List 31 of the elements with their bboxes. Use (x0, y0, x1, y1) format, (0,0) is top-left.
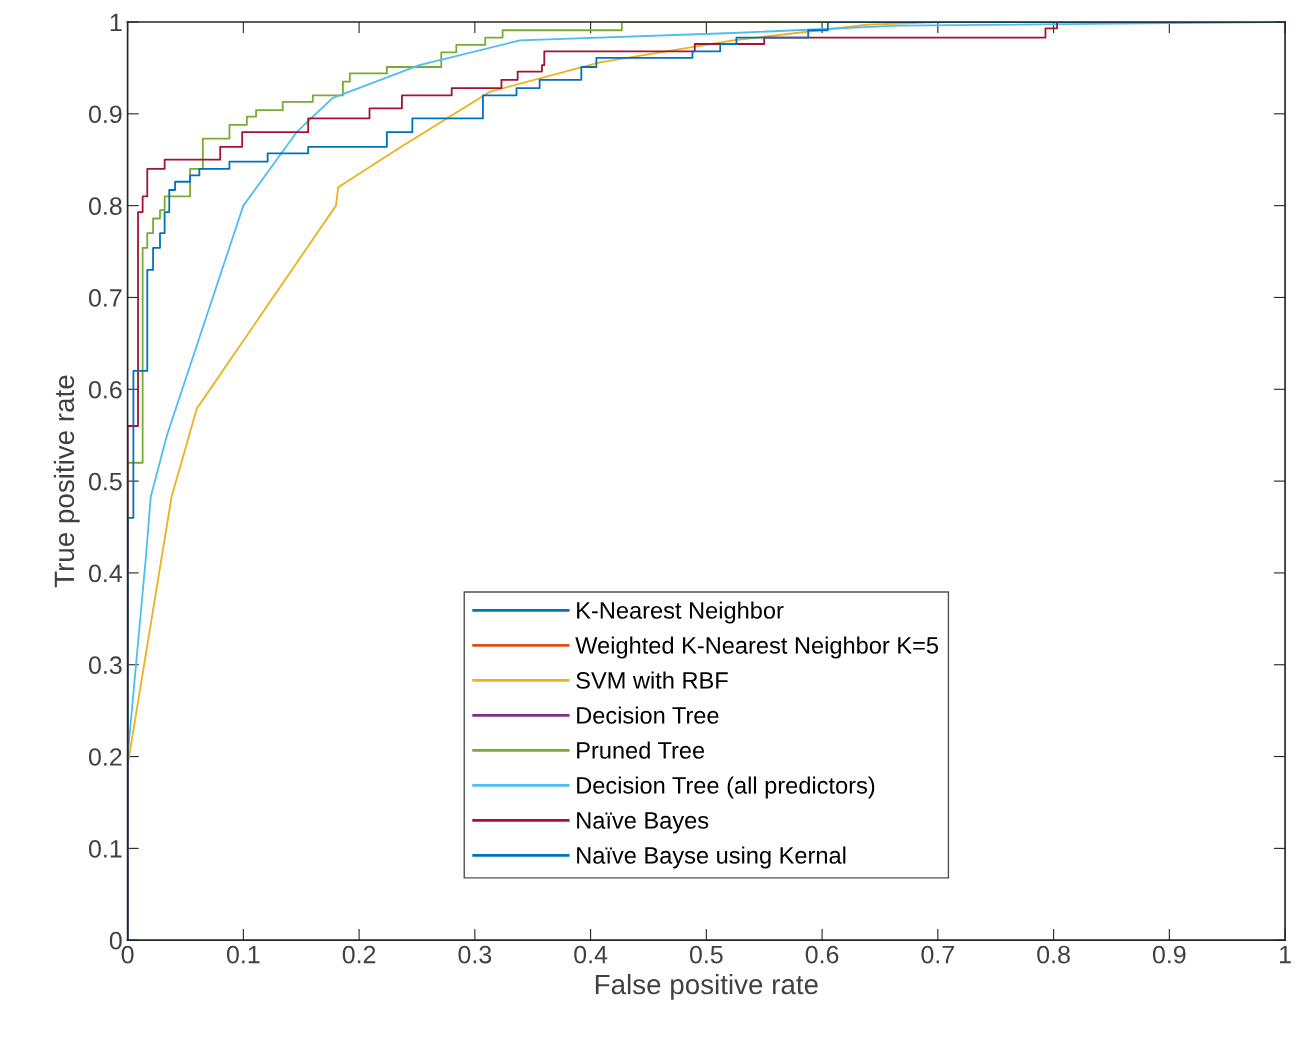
legend-label: Weighted K-Nearest Neighbor K=5 (575, 636, 939, 659)
y-tick-label: 0.7 (88, 289, 122, 307)
y-tick-label: 0.9 (88, 105, 122, 124)
x-tick-label: 0.3 (458, 945, 492, 964)
y-tick-label: 0.1 (88, 839, 122, 858)
y-axis-title: True positive rate (53, 375, 80, 588)
y-tick-label: 0.8 (88, 197, 122, 215)
legend-label: SVM with RBF (576, 671, 728, 689)
x-tick-label: 0.2 (342, 945, 376, 964)
legend-label: Naïve Bayes (577, 812, 709, 834)
legend-label: K-Nearest Neighbor (577, 601, 784, 624)
y-tick-label: 0.5 (88, 472, 122, 491)
y-tick-label: 0.3 (88, 656, 122, 675)
x-tick-label: 1 (1280, 945, 1291, 964)
y-tick-label: 0 (109, 931, 122, 950)
x-axis-title: False positive rate (595, 973, 818, 1000)
x-tick-label: 0.8 (1037, 945, 1070, 964)
y-tick-label: 0.4 (88, 564, 123, 583)
x-tick-label: 0.4 (574, 945, 608, 964)
y-tick-label: 1 (110, 13, 122, 32)
x-tick-label: 0.5 (689, 945, 723, 964)
legend-label: Pruned Tree (577, 741, 705, 759)
legend-label: Naïve Bayse using Kernal (577, 846, 846, 869)
x-tick-label: 0.1 (226, 945, 260, 964)
legend-label: Decision Tree (all predictors) (577, 776, 875, 799)
legend-label: Decision Tree (577, 706, 719, 724)
x-tick-label: 0.9 (1152, 945, 1186, 964)
x-tick-label: 0.7 (921, 945, 954, 964)
y-tick-label: 0.6 (88, 380, 122, 399)
y-tick-label: 0.2 (88, 748, 122, 766)
x-tick-label: 0.6 (805, 945, 839, 964)
